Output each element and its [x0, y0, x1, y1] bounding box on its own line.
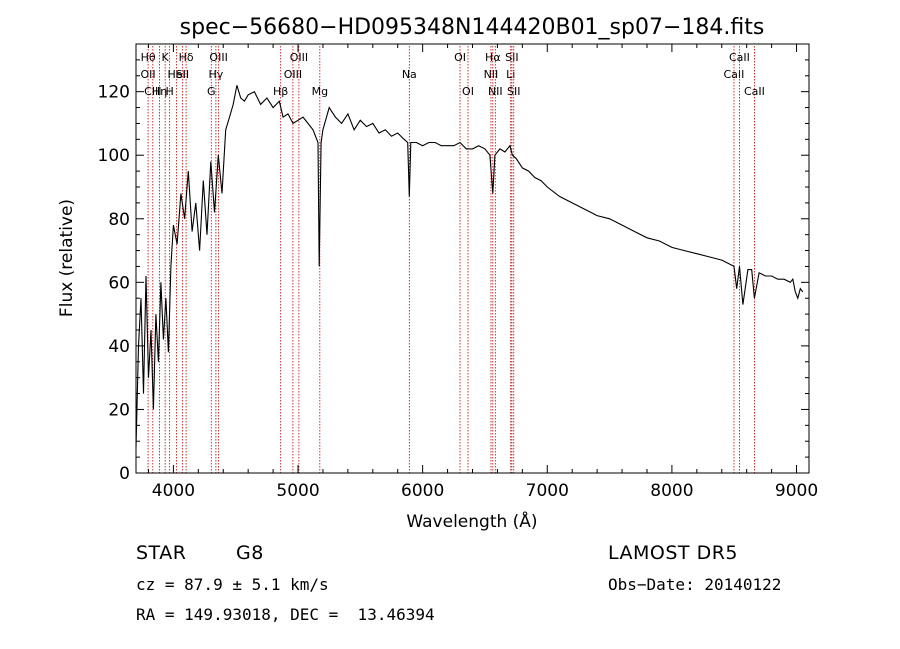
- line-marker-label: OI: [462, 85, 474, 98]
- y-axis: 0 20 40 60 80 100 120: [98, 59, 809, 484]
- x-tick-label: 5000: [276, 481, 319, 501]
- observation-date: Obs−Date: 20140122: [608, 575, 782, 594]
- object-subclass: G8: [236, 542, 264, 564]
- spectrum-series-line: [135, 85, 804, 448]
- x-tick-label: 6000: [401, 481, 444, 501]
- line-marker-label: Li: [506, 68, 515, 81]
- x-axis-label: Wavelength (Å): [406, 510, 537, 532]
- line-marker-label: SII: [507, 85, 520, 98]
- object-class: STAR: [136, 542, 187, 564]
- redshift-text: cz = 87.9 ± 5.1 km/s: [136, 575, 329, 594]
- x-tick-label: 8000: [650, 481, 693, 501]
- x-tick-label: 7000: [526, 481, 569, 501]
- line-marker-label: CaII: [729, 51, 750, 64]
- y-tick-label: 80: [108, 210, 130, 230]
- line-marker-label: CaII: [724, 68, 745, 81]
- line-marker-label: Mg: [312, 85, 328, 98]
- y-tick-label: 60: [108, 273, 130, 293]
- line-marker-label: Hη: [152, 85, 167, 98]
- line-marker-label: Hθ: [141, 51, 156, 64]
- y-tick-label: 20: [108, 400, 130, 420]
- y-axis-label: Flux (relative): [57, 199, 77, 317]
- y-tick-label: 40: [108, 337, 130, 357]
- line-marker-label: NII: [484, 68, 499, 81]
- line-marker-label: Na: [402, 68, 417, 81]
- line-marker-label: NII: [488, 85, 503, 98]
- line-marker-label: HeI: [167, 68, 185, 81]
- line-marker-label: G: [207, 85, 216, 98]
- y-tick-label: 0: [119, 464, 130, 484]
- survey-name: LAMOST DR5: [608, 542, 738, 564]
- line-marker-label: OIII: [290, 51, 308, 64]
- line-marker-label: OII: [141, 68, 156, 81]
- line-markers: HθOIICIIIHηKHHeISIIHδGHγOIIIHβOIIIOIIIMg…: [141, 46, 765, 473]
- x-tick-label: 4000: [152, 481, 195, 501]
- y-tick-label: 120: [98, 83, 130, 103]
- line-marker-label: Hδ: [179, 51, 194, 64]
- coordinates-text: RA = 149.93018, DEC = 13.46394: [136, 605, 435, 624]
- x-tick-label: 9000: [775, 481, 818, 501]
- line-marker-label: H: [166, 85, 174, 98]
- plot-area: [135, 85, 804, 448]
- line-marker-label: Hβ: [273, 85, 288, 98]
- line-marker-label: CaII: [744, 85, 765, 98]
- line-marker-label: OIII: [209, 51, 227, 64]
- chart-title: spec−56680−HD095348N144420B01_sp07−184.f…: [180, 15, 765, 40]
- line-marker-label: CIII: [144, 85, 161, 98]
- y-tick-label: 100: [98, 146, 130, 166]
- line-marker-label: Hα: [485, 51, 501, 64]
- line-marker-label: OI: [454, 51, 466, 64]
- plot-frame: [135, 43, 810, 474]
- line-marker-label: Hγ: [208, 68, 223, 81]
- line-marker-label: OIII: [284, 68, 302, 81]
- x-axis: 4000 5000 6000 7000 8000 9000: [147, 44, 818, 501]
- line-marker-label: SII: [505, 51, 518, 64]
- line-marker-label: K: [162, 51, 170, 64]
- line-marker-label: SII: [176, 68, 189, 81]
